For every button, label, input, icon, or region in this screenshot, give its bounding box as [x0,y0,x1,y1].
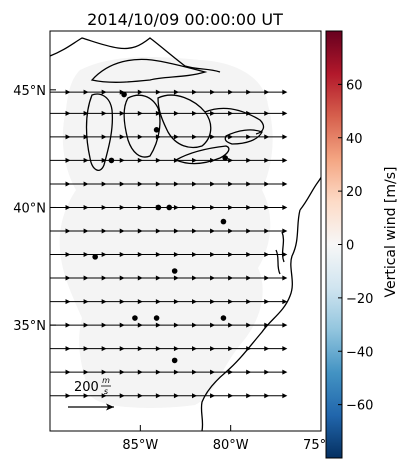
scale-label: 200 m s [74,376,111,396]
map-frame [49,30,322,432]
station-dot [220,218,227,225]
station-dot [121,91,127,98]
station-dot [171,357,178,364]
station-dot [155,204,162,211]
station-dot [153,315,160,321]
colorbar-tick-label: −60 [346,399,373,414]
wind-arrow [264,89,288,95]
wind-arrow [264,228,288,234]
coastlines [50,37,321,431]
station-dot [108,157,115,164]
wind-arrow [264,393,288,399]
coverage-region [59,57,273,408]
station-dot [166,204,173,211]
colorbar-tick-label: 40 [346,132,363,147]
station-dot [171,268,178,274]
map-title: 2014/10/09 00:00:00 UT [87,10,283,29]
wind-arrow-field [50,89,288,399]
wind-arrow [264,346,288,352]
wind-arrow [264,157,288,163]
colorbar: 60 40 20 0 −20 −40 −60 Vertical wind [m/s] [325,30,399,459]
station-dot [132,315,138,321]
lon-tick-label: 80°W [213,438,249,453]
colorbar-tick-label: 20 [346,185,363,200]
colorbar-tick-label: −20 [346,292,373,307]
colorbar-ticks: 60 40 20 0 −20 −40 −60 [338,78,373,414]
station-dot [220,315,227,321]
station-dot [92,254,98,260]
latitude-ticks: 45°N 40°N 35°N [13,84,56,334]
scale-arrow [68,403,114,411]
lat-tick-label: 45°N [13,84,46,99]
scale-value: 200 [74,380,99,395]
lat-tick-label: 40°N [13,201,46,216]
colorbar-tick-label: 0 [346,239,354,254]
lon-tick-label: 85°W [122,438,158,453]
wind-arrow [264,322,288,328]
wind-arrow [264,369,288,375]
wind-arrow [264,299,288,305]
colorbar-tick-label: 60 [346,78,363,93]
wind-arrow [264,181,288,187]
scale-denominator: s [104,387,108,396]
map-panel: 200 m s [50,31,321,431]
colorbar-tick-label: −40 [346,345,373,360]
wind-arrow [264,110,288,116]
scale-numerator: m [102,376,110,385]
station-dot [153,127,160,133]
wind-arrow [264,275,288,281]
longitude-ticks: 85°W 80°W 75°W [122,425,339,453]
colorbar-label: Vertical wind [m/s] [383,167,399,298]
wind-arrow [264,204,288,210]
station-markers [92,91,229,364]
wind-arrow [264,134,288,140]
station-dot [222,155,229,161]
wind-arrow [264,252,288,258]
lat-tick-label: 35°N [13,319,46,334]
